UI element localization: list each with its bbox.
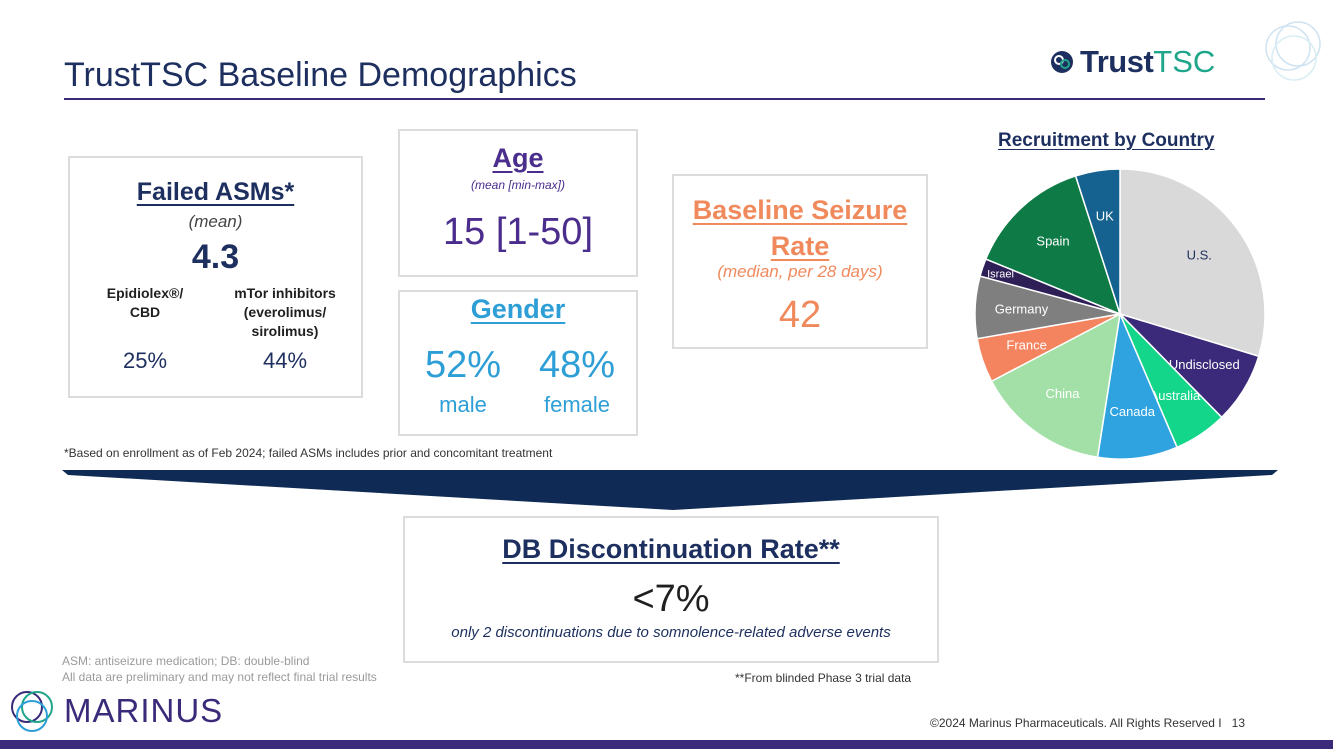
pie-label-undisclosed: Undisclosed bbox=[1169, 357, 1240, 372]
logo-text-light: TSC bbox=[1153, 44, 1216, 79]
db-discontinuation-card: DB Discontinuation Rate** <7% only 2 dis… bbox=[403, 516, 939, 663]
age-header: Age bbox=[492, 143, 544, 173]
marinus-logo: MARINUS bbox=[8, 688, 223, 734]
age-value: 15 [1-50] bbox=[443, 211, 593, 253]
age-subtitle: (mean [min-max]) bbox=[470, 178, 565, 192]
pie-label-china: China bbox=[1046, 386, 1081, 401]
epidiolex-pct: 25% bbox=[122, 348, 168, 373]
age-card: Age (mean [min-max]) 15 [1-50] bbox=[398, 129, 638, 277]
page-title: TrustTSC Baseline Demographics bbox=[64, 56, 577, 94]
male-pct: 52% bbox=[424, 344, 502, 386]
pie-label-canada: Canada bbox=[1109, 404, 1155, 419]
copyright-footer: ©2024 Marinus Pharmaceuticals. All Right… bbox=[930, 716, 1246, 730]
bottom-accent-bar bbox=[0, 740, 1333, 749]
pie-label-spain: Spain bbox=[1036, 234, 1069, 249]
seizure-rate-subtitle: (median, per 28 days) bbox=[717, 262, 883, 281]
failed-asms-value: 4.3 bbox=[191, 238, 240, 276]
logo-text-bold: Trust bbox=[1080, 44, 1154, 79]
pie-label-us: U.S. bbox=[1187, 247, 1212, 262]
trusttsc-logo: TrustTSC bbox=[1050, 44, 1215, 80]
pie-slice-canada bbox=[1096, 311, 1179, 460]
page-number: 13 bbox=[1231, 716, 1246, 730]
pie-label-france: France bbox=[1006, 338, 1046, 353]
pie-slice-us bbox=[1119, 168, 1266, 358]
pie-slice-uk bbox=[1074, 168, 1121, 315]
funnel-banner bbox=[62, 470, 1278, 510]
pie-label-germany: Germany bbox=[995, 301, 1049, 316]
title-divider bbox=[64, 98, 1265, 100]
marinus-mark-icon bbox=[11, 691, 53, 732]
abbreviations-note: ASM: antiseizure medication; DB: double-… bbox=[62, 654, 377, 684]
seizure-rate-card: Baseline Seizure Rate (median, per 28 da… bbox=[672, 174, 928, 349]
failed-asms-subtitle: (mean) bbox=[188, 212, 243, 231]
male-label: male bbox=[439, 392, 487, 417]
mtor-label: mTor inhibitors (everolimus/ sirolimus) bbox=[234, 285, 336, 339]
epidiolex-label: Epidiolex®/ CBD bbox=[106, 285, 184, 320]
db-discontinuation-subtitle: only 2 discontinuations due to somnolenc… bbox=[451, 624, 891, 641]
gender-header: Gender bbox=[470, 294, 566, 324]
female-label: female bbox=[543, 392, 611, 417]
trusttsc-mark-icon bbox=[1051, 51, 1073, 73]
pie-label-uk: UK bbox=[1096, 209, 1114, 224]
female-pct: 48% bbox=[538, 344, 616, 386]
failed-asms-card: Failed ASMs* (mean) 4.3 Epidiolex®/ CBD … bbox=[68, 156, 363, 398]
company-name: MARINUS bbox=[64, 692, 224, 729]
enrollment-footnote: *Based on enrollment as of Feb 2024; fai… bbox=[64, 446, 553, 460]
seizure-rate-header: Baseline Seizure Rate bbox=[692, 195, 908, 261]
db-discontinuation-header: DB Discontinuation Rate** bbox=[502, 534, 840, 564]
db-discontinuation-value: <7% bbox=[632, 578, 710, 620]
gender-card: Gender 52% 48% male female bbox=[398, 290, 638, 436]
pie-label-australia: Australia bbox=[1150, 388, 1201, 403]
pie-label-israel: Israel bbox=[987, 269, 1014, 281]
chart-title: Recruitment by Country bbox=[998, 130, 1215, 151]
failed-asms-header: Failed ASMs* bbox=[136, 178, 295, 206]
pie-slice-china bbox=[990, 312, 1121, 459]
phase3-footnote: **From blinded Phase 3 trial data bbox=[735, 671, 912, 685]
mtor-pct: 44% bbox=[262, 348, 308, 373]
decorative-circles-icon bbox=[1265, 21, 1321, 81]
seizure-rate-value: 42 bbox=[778, 294, 822, 336]
